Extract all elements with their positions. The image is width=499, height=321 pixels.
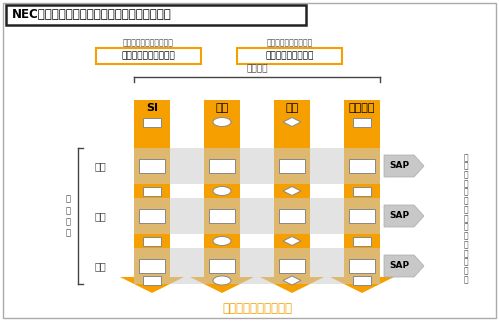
Text: ン: ン (464, 223, 469, 232)
Text: 業: 業 (464, 153, 469, 162)
Text: NECグループ全体で実践した業務プロセス改革: NECグループ全体で実践した業務プロセス改革 (12, 8, 172, 22)
Text: 準: 準 (464, 266, 469, 275)
Text: プロセスオーナー制度: プロセスオーナー制度 (121, 51, 175, 60)
FancyBboxPatch shape (134, 100, 170, 277)
Text: に: に (464, 249, 469, 258)
Text: グローバル共通コード: グローバル共通コード (267, 39, 313, 48)
Text: SAP: SAP (389, 161, 409, 170)
Text: SAP: SAP (389, 212, 409, 221)
FancyBboxPatch shape (143, 276, 161, 285)
FancyBboxPatch shape (3, 3, 496, 318)
Text: プ: プ (464, 170, 469, 179)
Polygon shape (260, 277, 324, 293)
Polygon shape (120, 277, 184, 293)
Ellipse shape (213, 276, 231, 285)
FancyBboxPatch shape (209, 209, 235, 223)
Text: ル: ル (464, 240, 469, 249)
FancyBboxPatch shape (344, 100, 380, 277)
Ellipse shape (213, 117, 231, 126)
FancyBboxPatch shape (134, 198, 380, 234)
Text: 量販: 量販 (285, 103, 298, 113)
Text: SI: SI (146, 103, 158, 113)
Polygon shape (384, 255, 424, 277)
Text: 化: 化 (464, 275, 469, 284)
FancyBboxPatch shape (353, 187, 371, 195)
FancyBboxPatch shape (134, 148, 380, 184)
Text: 務: 務 (464, 161, 469, 170)
Text: 販売: 販売 (94, 161, 106, 171)
FancyBboxPatch shape (279, 159, 305, 173)
Ellipse shape (213, 237, 231, 246)
FancyBboxPatch shape (139, 159, 165, 173)
FancyBboxPatch shape (349, 259, 375, 273)
Text: 購買: 購買 (94, 211, 106, 221)
FancyBboxPatch shape (349, 159, 375, 173)
FancyBboxPatch shape (204, 100, 240, 277)
FancyBboxPatch shape (209, 159, 235, 173)
Text: を: を (464, 205, 469, 214)
Text: 事業領域: 事業領域 (246, 64, 268, 73)
Polygon shape (384, 155, 424, 177)
Text: 経理: 経理 (94, 261, 106, 271)
Text: ス: ス (464, 196, 469, 205)
Polygon shape (190, 277, 254, 293)
FancyBboxPatch shape (139, 209, 165, 223)
FancyBboxPatch shape (143, 117, 161, 126)
FancyBboxPatch shape (349, 209, 375, 223)
Polygon shape (283, 276, 301, 285)
Polygon shape (283, 117, 301, 126)
FancyBboxPatch shape (143, 237, 161, 246)
Text: 事業活動を全体最適化: 事業活動を全体最適化 (222, 301, 292, 315)
Polygon shape (283, 187, 301, 195)
Text: セ: セ (464, 188, 469, 197)
FancyBboxPatch shape (139, 259, 165, 273)
FancyBboxPatch shape (237, 48, 342, 64)
FancyBboxPatch shape (353, 237, 371, 246)
Text: 機
能
領
域: 機 能 領 域 (65, 195, 70, 237)
Text: 装置: 装置 (216, 103, 229, 113)
Text: 標: 標 (464, 258, 469, 267)
FancyBboxPatch shape (353, 276, 371, 285)
Polygon shape (283, 237, 301, 246)
Text: コードオーナー制度: コードオーナー制度 (266, 51, 314, 60)
Ellipse shape (213, 187, 231, 195)
Polygon shape (384, 205, 424, 227)
FancyBboxPatch shape (274, 100, 310, 277)
FancyBboxPatch shape (134, 248, 380, 284)
Text: グローバル標準プロセス: グローバル標準プロセス (123, 39, 174, 48)
FancyBboxPatch shape (279, 209, 305, 223)
FancyBboxPatch shape (279, 259, 305, 273)
FancyBboxPatch shape (353, 117, 371, 126)
Polygon shape (330, 277, 394, 293)
FancyBboxPatch shape (209, 259, 235, 273)
Text: ロ: ロ (464, 179, 469, 188)
FancyBboxPatch shape (6, 5, 306, 25)
Text: デバイス: デバイス (349, 103, 375, 113)
FancyBboxPatch shape (143, 187, 161, 195)
FancyBboxPatch shape (96, 48, 201, 64)
Text: シ: シ (464, 214, 469, 223)
Text: プ: プ (464, 231, 469, 240)
Text: SAP: SAP (389, 262, 409, 271)
